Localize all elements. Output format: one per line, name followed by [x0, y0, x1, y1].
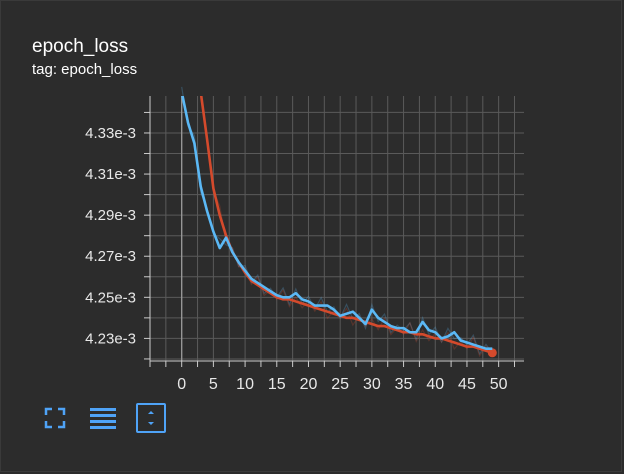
axes: 0 5 10 15 20 25 30 35 40 45 50 4.23e-3 4.25e-3 4.27e-… [85, 96, 524, 393]
x-tick-label: 10 [236, 376, 254, 393]
x-tick-label: 30 [363, 376, 381, 393]
x-tick-label: 50 [490, 376, 508, 393]
x-tick-label: 5 [209, 376, 218, 393]
x-tick-label: 25 [331, 376, 349, 393]
series-layer [181, 86, 497, 358]
x-tick-label: 40 [426, 376, 444, 393]
fit-domain-icon[interactable] [136, 403, 166, 433]
card-title: epoch_loss [32, 36, 129, 57]
x-tick-label: 0 [177, 376, 186, 393]
card-subtitle: tag: epoch_loss [32, 61, 138, 78]
fullscreen-icon[interactable] [40, 403, 70, 433]
y-tick-label: 4.33e-3 [85, 125, 136, 142]
x-tick-label: 15 [268, 376, 286, 393]
y-tick-label: 4.27e-3 [85, 248, 136, 265]
series-line [181, 96, 493, 350]
x-tick-label: 35 [395, 376, 413, 393]
x-tick-label: 45 [458, 376, 476, 393]
y-tick-label: 4.23e-3 [85, 330, 136, 347]
y-tick-label: 4.29e-3 [85, 207, 136, 224]
y-tick-label: 4.31e-3 [85, 166, 136, 183]
log-scale-icon[interactable] [88, 403, 118, 433]
y-tick-label: 4.25e-3 [85, 289, 136, 306]
series-endpoint [487, 348, 497, 358]
x-tick-label: 20 [300, 376, 318, 393]
grid [149, 96, 524, 361]
